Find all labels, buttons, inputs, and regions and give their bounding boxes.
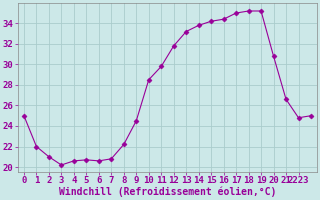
X-axis label: Windchill (Refroidissement éolien,°C): Windchill (Refroidissement éolien,°C) [59,187,276,197]
